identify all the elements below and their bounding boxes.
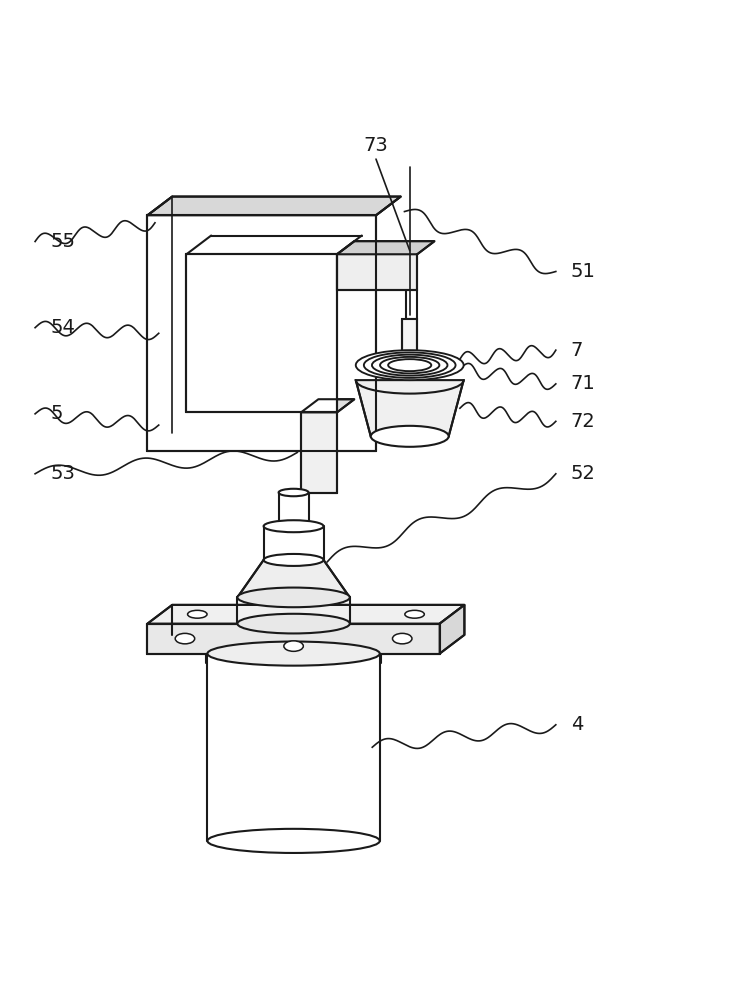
Polygon shape (301, 412, 337, 493)
Ellipse shape (356, 350, 464, 380)
Ellipse shape (264, 554, 323, 566)
Ellipse shape (393, 633, 412, 644)
Ellipse shape (405, 610, 424, 618)
Text: 51: 51 (571, 262, 596, 281)
Text: 71: 71 (571, 374, 596, 393)
Text: 72: 72 (571, 412, 596, 431)
Ellipse shape (364, 352, 456, 378)
Text: 54: 54 (50, 318, 75, 337)
Text: 7: 7 (571, 341, 583, 360)
Ellipse shape (372, 355, 447, 376)
Polygon shape (147, 605, 465, 624)
Polygon shape (337, 241, 435, 254)
Ellipse shape (388, 359, 432, 371)
Polygon shape (402, 319, 417, 361)
Ellipse shape (187, 610, 207, 618)
Text: 4: 4 (571, 715, 583, 734)
Text: 5: 5 (50, 404, 62, 423)
Polygon shape (301, 399, 354, 412)
Text: 55: 55 (50, 232, 75, 251)
Ellipse shape (278, 489, 308, 496)
Polygon shape (440, 605, 465, 654)
Text: 53: 53 (50, 464, 75, 483)
Polygon shape (356, 380, 464, 436)
Ellipse shape (238, 614, 350, 633)
Text: 73: 73 (364, 136, 388, 155)
Polygon shape (238, 560, 350, 597)
Ellipse shape (371, 426, 449, 447)
Text: 52: 52 (571, 464, 596, 483)
Ellipse shape (264, 520, 323, 532)
Polygon shape (337, 254, 417, 290)
Ellipse shape (284, 641, 303, 651)
Ellipse shape (208, 829, 380, 853)
Ellipse shape (380, 357, 439, 373)
Polygon shape (147, 197, 401, 215)
Ellipse shape (208, 642, 380, 666)
Ellipse shape (238, 588, 350, 607)
Polygon shape (147, 215, 376, 451)
Polygon shape (186, 254, 337, 412)
Ellipse shape (175, 633, 195, 644)
Polygon shape (147, 624, 440, 654)
